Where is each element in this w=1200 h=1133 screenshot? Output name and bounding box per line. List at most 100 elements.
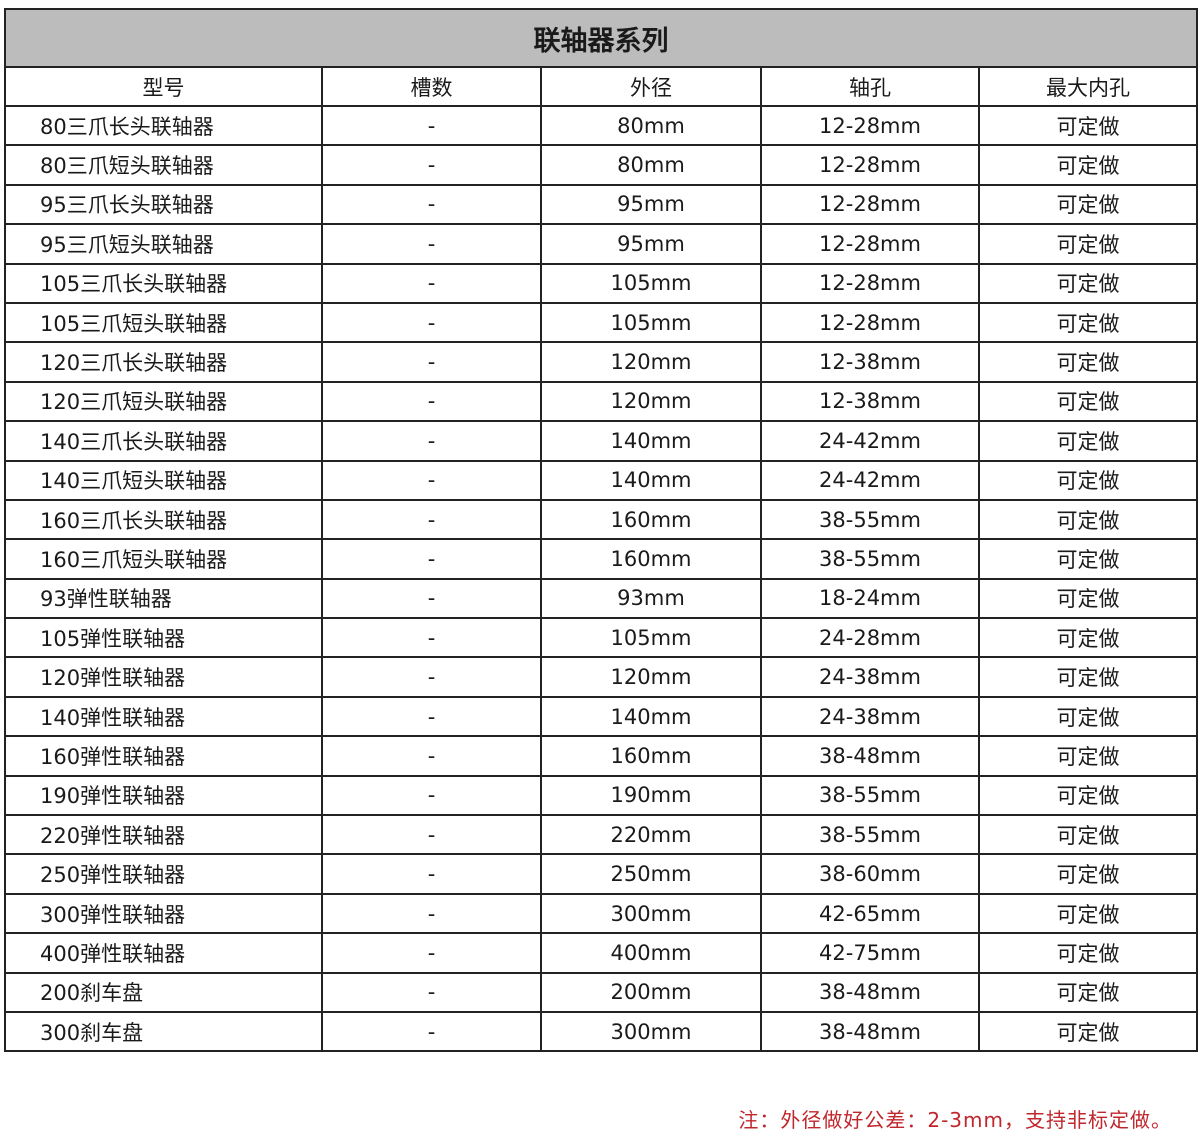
cell-outer-diameter: 95mm — [540, 183, 762, 226]
title-row: 联轴器系列 — [3, 8, 1199, 68]
header-row: 型号 槽数 外径 轴孔 最大内孔 — [4, 66, 1199, 107]
cell-outer-diameter: 80mm — [540, 144, 762, 186]
table-row: 160弹性联轴器 -160mm 38-48mm 可定做 — [4, 735, 1199, 777]
cell-shaft-hole: 38-60mm — [760, 853, 980, 895]
cell-model: 300弹性联轴器 — [4, 892, 323, 935]
cell-model: 200刹车盘 — [4, 971, 323, 1013]
table-row: 80三爪短头联轴器 -80mm 12-28mm 可定做 — [4, 144, 1199, 186]
cell-slots: - — [321, 814, 542, 856]
cell-model: 160三爪长头联轴器 — [4, 498, 323, 541]
cell-max-bore: 可定做 — [977, 301, 1199, 344]
table-row: 105弹性联轴器 -105mm 24-28mm 可定做 — [4, 617, 1199, 659]
cell-model: 105三爪长头联轴器 — [4, 262, 323, 304]
cell-model: 160弹性联轴器 — [4, 735, 323, 777]
cell-outer-diameter: 300mm — [540, 892, 762, 935]
cell-slots: - — [321, 1010, 542, 1053]
cell-slots: - — [321, 735, 542, 777]
cell-shaft-hole: 12-28mm — [760, 104, 980, 147]
cell-model: 95三爪长头联轴器 — [4, 183, 323, 226]
header-shaft-hole: 轴孔 — [760, 66, 980, 107]
header-model: 型号 — [4, 66, 323, 107]
cell-outer-diameter: 105mm — [540, 262, 762, 304]
table-row: 80三爪长头联轴器 -80mm 12-28mm 可定做 — [4, 104, 1199, 147]
table-row: 120三爪短头联轴器 -120mm 12-38mm 可定做 — [4, 380, 1199, 423]
cell-slots: - — [321, 341, 542, 383]
cell-max-bore: 可定做 — [977, 735, 1199, 777]
cell-outer-diameter: 105mm — [540, 301, 762, 344]
cell-outer-diameter: 105mm — [540, 617, 762, 659]
table-row: 200刹车盘 -200mm 38-48mm 可定做 — [4, 971, 1199, 1013]
cell-max-bore: 可定做 — [977, 498, 1199, 541]
cell-model: 120弹性联轴器 — [4, 656, 323, 698]
cell-slots: - — [321, 420, 542, 462]
cell-shaft-hole: 12-28mm — [760, 223, 980, 265]
cell-outer-diameter: 190mm — [540, 774, 762, 817]
cell-slots: - — [321, 183, 542, 226]
cell-outer-diameter: 80mm — [540, 104, 762, 147]
cell-slots: - — [321, 380, 542, 423]
cell-shaft-hole: 18-24mm — [760, 577, 980, 620]
cell-shaft-hole: 24-42mm — [760, 420, 980, 462]
cell-model: 93弹性联轴器 — [4, 577, 323, 620]
cell-shaft-hole: 38-55mm — [760, 498, 980, 541]
cell-max-bore: 可定做 — [977, 341, 1199, 383]
cell-max-bore: 可定做 — [977, 262, 1199, 304]
cell-max-bore: 可定做 — [977, 971, 1199, 1013]
cell-outer-diameter: 160mm — [540, 498, 762, 541]
table-row: 300刹车盘 -300mm 38-48mm 可定做 — [4, 1010, 1199, 1053]
cell-shaft-hole: 38-48mm — [760, 1010, 980, 1053]
cell-shaft-hole: 38-48mm — [760, 735, 980, 777]
cell-max-bore: 可定做 — [977, 144, 1199, 186]
cell-max-bore: 可定做 — [977, 538, 1199, 580]
cell-max-bore: 可定做 — [977, 656, 1199, 698]
cell-slots: - — [321, 262, 542, 304]
cell-outer-diameter: 93mm — [540, 577, 762, 620]
cell-max-bore: 可定做 — [977, 814, 1199, 856]
cell-slots: - — [321, 656, 542, 698]
cell-shaft-hole: 12-28mm — [760, 262, 980, 304]
table-row: 95三爪长头联轴器 -95mm 12-28mm 可定做 — [4, 183, 1199, 226]
cell-outer-diameter: 120mm — [540, 341, 762, 383]
cell-slots: - — [321, 892, 542, 935]
cell-outer-diameter: 160mm — [540, 735, 762, 777]
cell-slots: - — [321, 774, 542, 817]
cell-model: 250弹性联轴器 — [4, 853, 323, 895]
table-row: 400弹性联轴器 -400mm 42-75mm 可定做 — [4, 932, 1199, 974]
cell-slots: - — [321, 498, 542, 541]
table-row: 140弹性联轴器 -140mm 24-38mm 可定做 — [4, 695, 1199, 738]
table-row: 220弹性联轴器 -220mm 38-55mm 可定做 — [4, 814, 1199, 856]
cell-shaft-hole: 38-55mm — [760, 538, 980, 580]
table-row: 190弹性联轴器 -190mm 38-55mm 可定做 — [4, 774, 1199, 817]
table-title: 联轴器系列 — [3, 8, 1199, 68]
cell-outer-diameter: 140mm — [540, 459, 762, 501]
cell-max-bore: 可定做 — [977, 104, 1199, 147]
cell-max-bore: 可定做 — [977, 892, 1199, 935]
cell-model: 190弹性联轴器 — [4, 774, 323, 817]
cell-slots: - — [321, 538, 542, 580]
cell-model: 140三爪长头联轴器 — [4, 420, 323, 462]
header-outer-diameter: 外径 — [540, 66, 762, 107]
cell-model: 400弹性联轴器 — [4, 932, 323, 974]
cell-outer-diameter: 120mm — [540, 656, 762, 698]
cell-outer-diameter: 220mm — [540, 814, 762, 856]
cell-slots: - — [321, 971, 542, 1013]
cell-outer-diameter: 120mm — [540, 380, 762, 423]
cell-shaft-hole: 12-28mm — [760, 183, 980, 226]
cell-slots: - — [321, 695, 542, 738]
cell-slots: - — [321, 853, 542, 895]
cell-shaft-hole: 42-65mm — [760, 892, 980, 935]
cell-slots: - — [321, 932, 542, 974]
cell-shaft-hole: 24-28mm — [760, 617, 980, 659]
table-row: 105三爪长头联轴器 -105mm 12-28mm 可定做 — [4, 262, 1199, 304]
cell-shaft-hole: 12-28mm — [760, 144, 980, 186]
table-row: 160三爪长头联轴器 -160mm 38-55mm 可定做 — [4, 498, 1199, 541]
cell-slots: - — [321, 301, 542, 344]
cell-max-bore: 可定做 — [977, 577, 1199, 620]
cell-model: 140弹性联轴器 — [4, 695, 323, 738]
cell-max-bore: 可定做 — [977, 420, 1199, 462]
cell-model: 95三爪短头联轴器 — [4, 223, 323, 265]
cell-shaft-hole: 38-55mm — [760, 774, 980, 817]
cell-slots: - — [321, 617, 542, 659]
cell-outer-diameter: 400mm — [540, 932, 762, 974]
header-slots: 槽数 — [321, 66, 542, 107]
